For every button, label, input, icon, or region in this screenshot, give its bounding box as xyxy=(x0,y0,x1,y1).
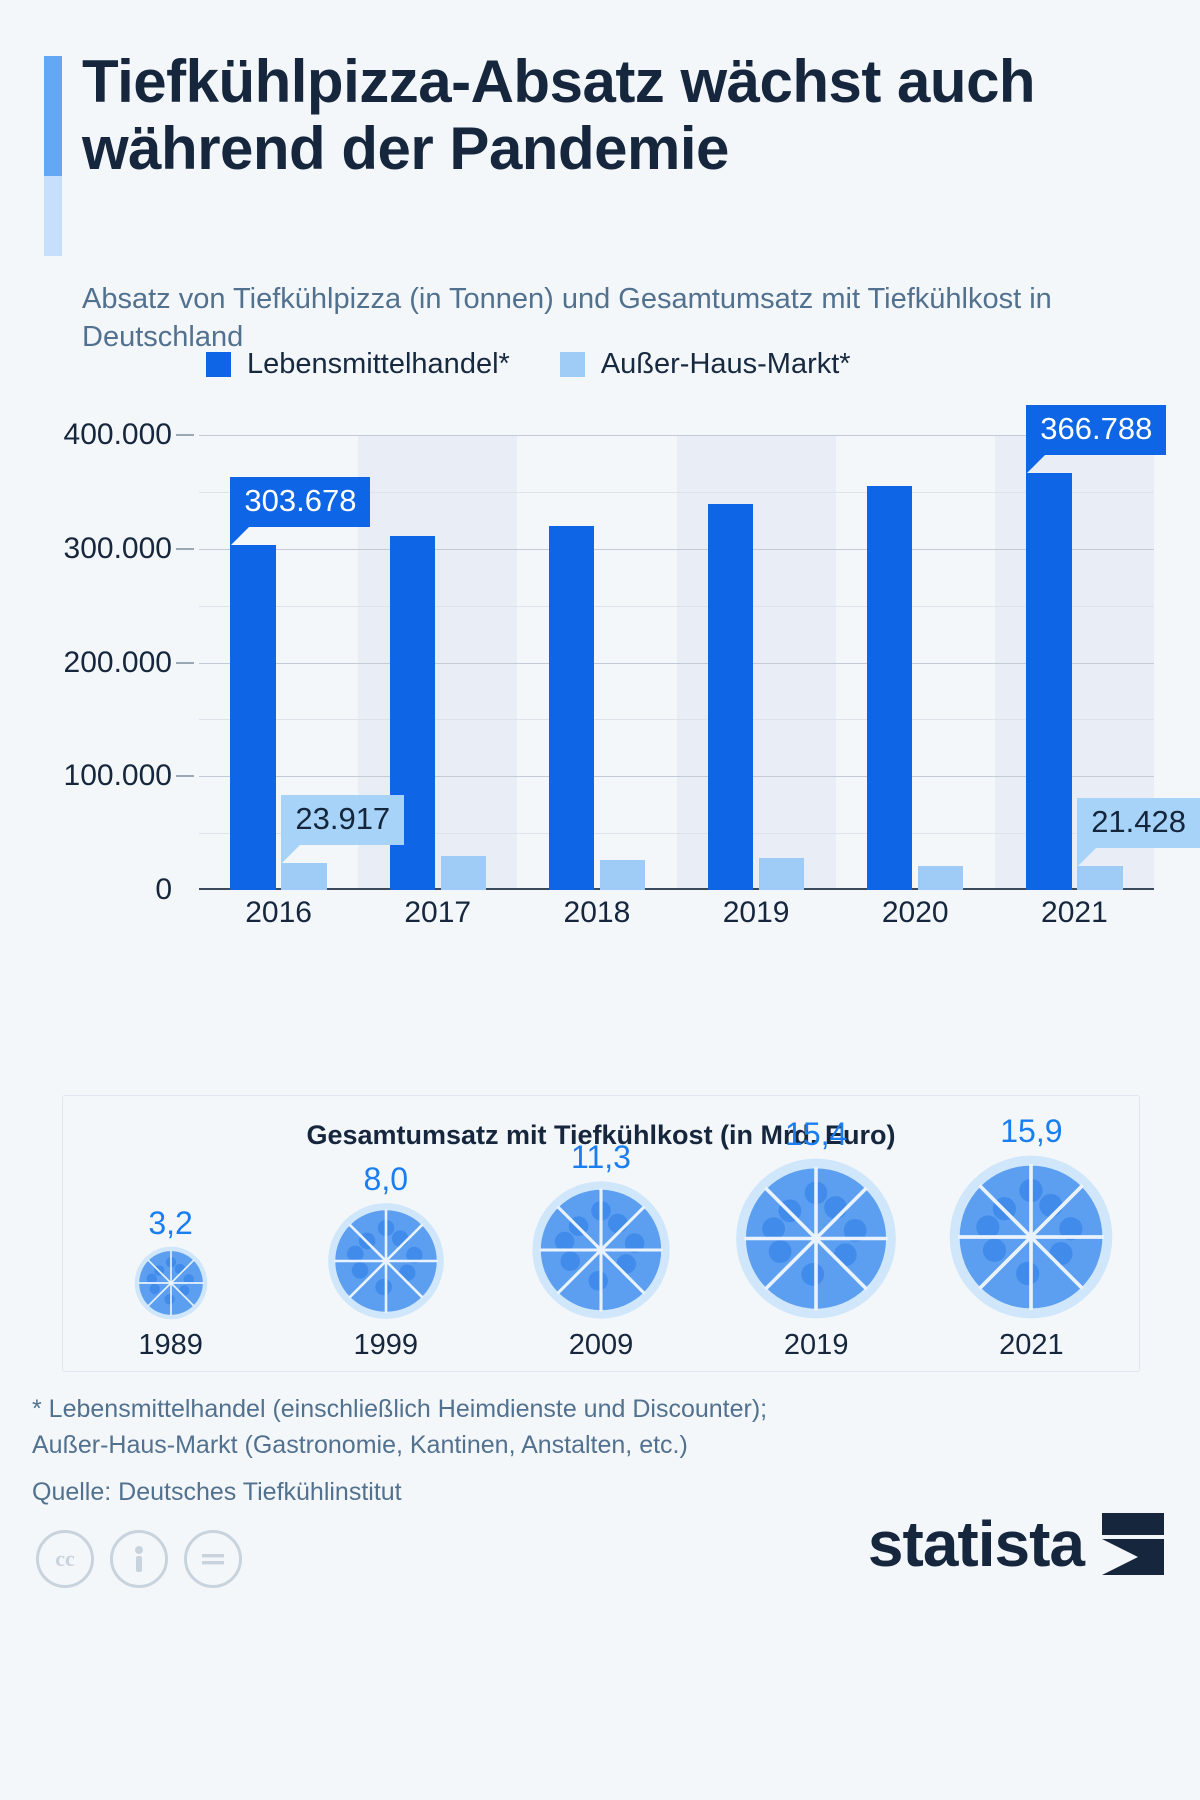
gridline-major xyxy=(199,662,1154,664)
bar-lebensmittelhandel[interactable] xyxy=(230,544,276,890)
y-axis-tick-label: 300.000 xyxy=(63,531,172,565)
legend-label: Außer-Haus-Markt* xyxy=(600,348,851,380)
x-axis: 2016 2017 2018 2019 2020 2021 xyxy=(199,896,1154,952)
pizza-year-label: 1999 xyxy=(353,1329,419,1361)
chart-legend: Lebensmittelhandel* Außer-Haus-Markt* xyxy=(206,348,851,381)
y-axis-tick-label: 200.000 xyxy=(63,645,172,679)
y-axis: 0 100.000 200.000 300.000 400.000 xyxy=(44,418,194,906)
person-glyph xyxy=(135,1546,143,1572)
bar-lebensmittelhandel[interactable] xyxy=(548,526,595,890)
cc-by-person-icon[interactable] xyxy=(110,1530,168,1588)
gridline-minor xyxy=(199,719,1154,721)
source-text: Quelle: Deutsches Tiefkühlinstitut xyxy=(32,1478,402,1506)
gridline-major xyxy=(199,548,1154,550)
y-axis-tick-label: 400.000 xyxy=(63,418,172,451)
pizza-icon xyxy=(735,1157,898,1320)
plot-area: 303.678 366.788 23.917 21.428 xyxy=(199,404,1200,890)
bar-ausser-haus-markt[interactable] xyxy=(918,866,964,890)
x-axis-tick-label: 2017 xyxy=(404,896,472,929)
bar-chart: 0 100.000 200.000 300.000 400.000 303.678 366… xyxy=(44,404,1200,960)
bar-lebensmittelhandel[interactable] xyxy=(867,486,913,890)
gridline-minor xyxy=(199,833,1154,835)
pizza-value-label: 15,4 xyxy=(785,1116,848,1152)
x-axis-tick-label: 2020 xyxy=(881,896,949,929)
pizza-value-label: 11,3 xyxy=(571,1139,631,1175)
y-axis-tick-mark xyxy=(176,775,194,778)
pizza-item: 11,3 2009 xyxy=(493,1139,708,1366)
footnote-line-2: Außer-Haus-Markt (Gastronomie, Kantinen,… xyxy=(32,1430,688,1459)
data-label-callout: 303.678 xyxy=(230,476,371,546)
cc-nd-equals-icon[interactable] xyxy=(184,1530,242,1588)
footnote-line-1: * Lebensmittelhandel (einschließlich Hei… xyxy=(32,1395,768,1423)
x-axis-tick-label: 2021 xyxy=(1041,896,1108,929)
pizza-value-label: 15,9 xyxy=(1000,1113,1063,1149)
bar-ausser-haus-markt[interactable] xyxy=(758,858,805,890)
x-axis-tick-label: 2018 xyxy=(563,896,631,929)
y-axis-tick-mark xyxy=(176,661,194,664)
pizza-value-label: 8,0 xyxy=(363,1161,409,1197)
pizza-icon xyxy=(948,1154,1114,1320)
x-axis-tick-label: 2019 xyxy=(722,896,790,929)
pizza-icon xyxy=(531,1180,671,1320)
legend-swatch-icon xyxy=(559,352,585,377)
y-axis-tick-mark xyxy=(176,547,194,550)
cc-icon[interactable]: cc xyxy=(36,1530,94,1588)
pizza-item: 8,0 1999 xyxy=(278,1161,493,1366)
title-accent-bar-top xyxy=(44,56,62,176)
pizza-item: 15,4 2019 xyxy=(709,1116,924,1366)
y-axis-tick-label: 0 xyxy=(155,873,172,906)
pizza-item: 3,2 1989 xyxy=(63,1166,278,1366)
page-subtitle: Absatz von Tiefkühlpizza (in Tonnen) und… xyxy=(82,283,1052,354)
statista-logo[interactable]: statista xyxy=(868,1512,1164,1576)
bar-ausser-haus-markt[interactable] xyxy=(440,855,486,890)
callout-tail xyxy=(1026,453,1047,474)
data-label-callout: 366.788 xyxy=(1026,404,1167,474)
bar-lebensmittelhandel[interactable] xyxy=(707,504,754,890)
pizza-year-label: 2021 xyxy=(999,1329,1064,1361)
legend-swatch-icon xyxy=(206,352,231,377)
pizza-icon xyxy=(134,1246,208,1320)
pizza-item: 15,9 2021 xyxy=(924,1113,1139,1366)
pizza-year-label: 2019 xyxy=(783,1329,849,1361)
pizza-row: 3,2 1989 8,0 1999 11,3 2009 15,4 2019 15,9 2021 xyxy=(63,1113,1139,1366)
pizza-year-label: 2009 xyxy=(568,1329,634,1361)
gridline-minor xyxy=(199,491,1154,493)
x-axis-tick-label: 2016 xyxy=(245,896,312,929)
statista-mark-icon xyxy=(1102,1513,1164,1575)
pizza-year-label: 1989 xyxy=(138,1329,203,1361)
footnote: * Lebensmittelhandel (einschließlich Hei… xyxy=(32,1392,1132,1463)
gridline-major xyxy=(199,776,1154,778)
callout-tail xyxy=(1077,846,1098,867)
creative-commons-icons: cc xyxy=(36,1530,242,1588)
bar-lebensmittelhandel[interactable] xyxy=(1026,472,1072,890)
legend-item-ausser-haus-markt[interactable]: Außer-Haus-Markt* xyxy=(559,348,851,381)
pizza-panel: Gesamtumsatz mit Tiefkühlkost (in Mrd. E… xyxy=(62,1095,1140,1372)
data-label-callout: 21.428 xyxy=(1077,797,1200,867)
legend-item-lebensmittelhandel[interactable]: Lebensmittelhandel* xyxy=(206,348,510,381)
legend-label: Lebensmittelhandel* xyxy=(247,348,510,380)
pizza-panel-title: Gesamtumsatz mit Tiefkühlkost (in Mrd. E… xyxy=(306,1120,896,1150)
callout-tail xyxy=(230,525,251,546)
bar-ausser-haus-markt[interactable] xyxy=(281,862,327,890)
callout-tail xyxy=(281,843,302,864)
y-axis-tick-label: 100.000 xyxy=(63,759,172,793)
data-label-callout: 23.917 xyxy=(281,794,405,864)
gridline-major xyxy=(199,435,1154,436)
pizza-icon xyxy=(327,1202,445,1320)
title-accent-bar-bottom xyxy=(44,176,62,256)
equals-glyph xyxy=(202,1554,224,1565)
gridline-minor xyxy=(199,605,1154,607)
axis-baseline xyxy=(199,888,1154,890)
pizza-value-label: 3,2 xyxy=(148,1205,193,1241)
statista-wordmark: statista xyxy=(867,1508,1085,1580)
bar-ausser-haus-markt[interactable] xyxy=(599,860,646,890)
page-title: Tiefkühlpizza-Absatz wächst auch während… xyxy=(82,48,1036,183)
y-axis-tick-mark xyxy=(176,434,194,436)
title-accent-bar xyxy=(44,56,62,256)
bar-ausser-haus-markt[interactable] xyxy=(1077,865,1123,890)
